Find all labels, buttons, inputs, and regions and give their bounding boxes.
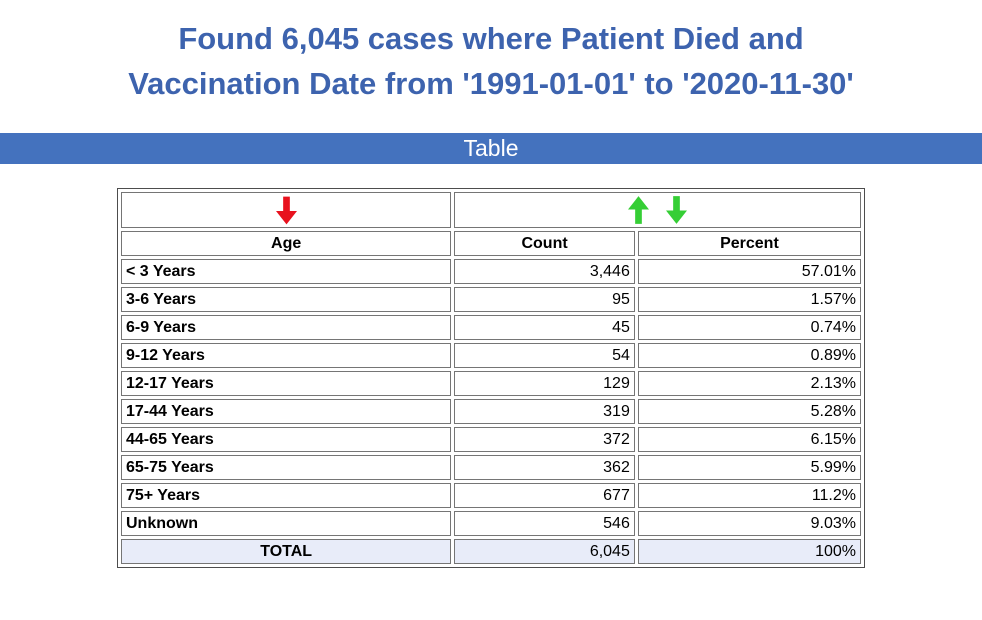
age-cell: 17-44 Years bbox=[121, 399, 452, 424]
table-row: 3-6 Years 95 1.57% bbox=[121, 287, 861, 312]
count-cell: 319 bbox=[454, 399, 635, 424]
age-cell: 6-9 Years bbox=[121, 315, 452, 340]
percent-cell: 1.57% bbox=[637, 287, 861, 312]
count-cell: 546 bbox=[454, 511, 635, 536]
count-cell: 3,446 bbox=[454, 259, 635, 284]
percent-cell: 5.99% bbox=[637, 455, 861, 480]
count-cell: 45 bbox=[454, 315, 635, 340]
table-row: Unknown 546 9.03% bbox=[121, 511, 861, 536]
page-title-line2: Vaccination Date from '1991-01-01' to '2… bbox=[128, 66, 854, 101]
percent-cell: 0.89% bbox=[637, 343, 861, 368]
count-cell: 362 bbox=[454, 455, 635, 480]
percent-cell: 2.13% bbox=[637, 371, 861, 396]
page-title: Found 6,045 cases where Patient Died and… bbox=[10, 16, 972, 106]
table-row: 12-17 Years 129 2.13% bbox=[121, 371, 861, 396]
column-header-age: Age bbox=[121, 231, 452, 256]
age-cell: < 3 Years bbox=[121, 259, 452, 284]
sort-controls-row bbox=[121, 192, 861, 228]
percent-cell: 11.2% bbox=[637, 483, 861, 508]
age-cell: 3-6 Years bbox=[121, 287, 452, 312]
count-cell: 372 bbox=[454, 427, 635, 452]
page-title-line1: Found 6,045 cases where Patient Died and bbox=[178, 21, 804, 56]
count-cell: 54 bbox=[454, 343, 635, 368]
table-body: < 3 Years 3,446 57.01% 3-6 Years 95 1.57% 6-9 … bbox=[121, 259, 861, 536]
table-row: 17-44 Years 319 5.28% bbox=[121, 399, 861, 424]
results-table: Age Count Percent < 3 Years 3,446 57.01% 3-… bbox=[117, 188, 865, 568]
column-header-row: Age Count Percent bbox=[121, 231, 861, 256]
table-section-bar: Table bbox=[0, 133, 982, 164]
table-section-label: Table bbox=[463, 135, 519, 161]
table-row: 44-65 Years 372 6.15% bbox=[121, 427, 861, 452]
column-header-percent: Percent bbox=[637, 231, 861, 256]
table-row: 65-75 Years 362 5.99% bbox=[121, 455, 861, 480]
percent-cell: 5.28% bbox=[637, 399, 861, 424]
total-row: TOTAL 6,045 100% bbox=[121, 539, 861, 564]
percent-cell: 9.03% bbox=[637, 511, 861, 536]
value-sort-cell bbox=[454, 192, 861, 228]
percent-cell: 57.01% bbox=[637, 259, 861, 284]
age-cell: 9-12 Years bbox=[121, 343, 452, 368]
table-row: 6-9 Years 45 0.74% bbox=[121, 315, 861, 340]
percent-cell: 6.15% bbox=[637, 427, 861, 452]
count-cell: 95 bbox=[454, 287, 635, 312]
total-percent-cell: 100% bbox=[637, 539, 861, 564]
table-row: < 3 Years 3,446 57.01% bbox=[121, 259, 861, 284]
green-down-arrow-icon[interactable] bbox=[665, 195, 687, 225]
total-count-cell: 6,045 bbox=[454, 539, 635, 564]
percent-cell: 0.74% bbox=[637, 315, 861, 340]
age-cell: 65-75 Years bbox=[121, 455, 452, 480]
count-cell: 129 bbox=[454, 371, 635, 396]
table-row: 9-12 Years 54 0.89% bbox=[121, 343, 861, 368]
green-up-arrow-icon[interactable] bbox=[628, 195, 650, 225]
red-down-arrow-icon[interactable] bbox=[275, 196, 297, 225]
age-cell: 12-17 Years bbox=[121, 371, 452, 396]
table-row: 75+ Years 677 11.2% bbox=[121, 483, 861, 508]
total-label-cell: TOTAL bbox=[121, 539, 452, 564]
age-sort-cell bbox=[121, 192, 452, 228]
results-table-container: Age Count Percent < 3 Years 3,446 57.01% 3-… bbox=[117, 188, 865, 568]
age-cell: Unknown bbox=[121, 511, 452, 536]
age-cell: 44-65 Years bbox=[121, 427, 452, 452]
column-header-count: Count bbox=[454, 231, 635, 256]
count-cell: 677 bbox=[454, 483, 635, 508]
age-cell: 75+ Years bbox=[121, 483, 452, 508]
